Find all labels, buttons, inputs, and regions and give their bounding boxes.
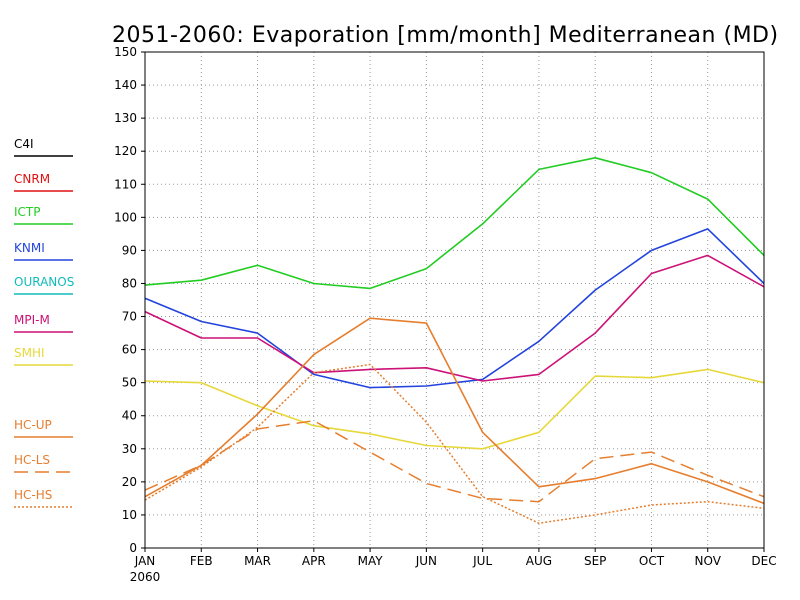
x-tick-label: AUG — [526, 554, 552, 568]
series-line-hc-up — [144, 317, 765, 505]
y-tick-label: 150 — [114, 45, 137, 59]
y-tick-label: 130 — [114, 111, 137, 125]
legend-label-ictp: ICTP — [14, 205, 40, 219]
x-tick-label: MAR — [244, 554, 271, 568]
y-tick-label: 20 — [122, 475, 137, 489]
y-tick-label: 10 — [122, 508, 137, 522]
x-tick-label: JUN — [415, 554, 437, 568]
y-tick-label: 30 — [122, 442, 137, 456]
legend-label-ouranos: OURANOS — [14, 275, 74, 289]
series-line-knmi — [144, 228, 765, 389]
x-tick-label: OCT — [639, 554, 665, 568]
y-tick-label: 70 — [122, 310, 137, 324]
legend-label-knmi: KNMI — [14, 241, 45, 255]
legend-label-mpi-m: MPI-M — [14, 313, 50, 327]
y-tick-label: 0 — [129, 541, 137, 555]
x-year-label: 2060 — [130, 570, 161, 584]
legend-label-cnrm: CNRM — [14, 172, 50, 186]
axis-layer: 0 10 20 30 40 50 60 70 80 90 100 110 120 130 140 150 JAN… — [114, 45, 777, 584]
x-tick-label: APR — [302, 554, 326, 568]
y-tick-label: 90 — [122, 243, 137, 257]
y-tick-label: 140 — [114, 78, 137, 92]
x-tick-label: SEP — [584, 554, 606, 568]
y-tick-label: 110 — [114, 177, 137, 191]
legend-label-c4i: C4I — [14, 137, 34, 151]
plot-frame — [144, 51, 765, 549]
y-tick-label: 80 — [122, 276, 137, 290]
grid-layer — [145, 52, 764, 548]
legend-label-hc-up: HC-UP — [14, 418, 52, 432]
chart-title: 2051-2060: Evaporation [mm/month] Medite… — [112, 23, 779, 48]
legend: C4I CNRM ICTP KNMI OURANOS MPI-M SMHI HC-UP HC-L… — [14, 137, 74, 508]
y-tick-label: 120 — [114, 144, 137, 158]
x-tick-label: JAN — [134, 554, 156, 568]
series-layer — [144, 157, 765, 524]
x-tick-label: DEC — [751, 554, 776, 568]
y-tick-label: 40 — [122, 409, 137, 423]
series-line-hc-hs — [144, 363, 765, 524]
y-tick-label: 100 — [114, 210, 137, 224]
legend-label-hc-hs: HC-HS — [14, 488, 52, 502]
x-tick-label: FEB — [190, 554, 213, 568]
y-tick-label: 50 — [122, 376, 137, 390]
x-tick-label: JUL — [472, 554, 492, 568]
series-line-mpi-m — [144, 254, 765, 382]
series-line-hc-ls — [144, 419, 765, 503]
legend-label-smhi: SMHI — [14, 346, 45, 360]
y-tick-label: 60 — [122, 343, 137, 357]
legend-label-hc-ls: HC-LS — [14, 453, 50, 467]
x-tick-label: MAY — [358, 554, 384, 568]
x-tick-label: NOV — [695, 554, 722, 568]
series-line-smhi — [144, 368, 765, 450]
series-line-ictp — [144, 157, 765, 290]
